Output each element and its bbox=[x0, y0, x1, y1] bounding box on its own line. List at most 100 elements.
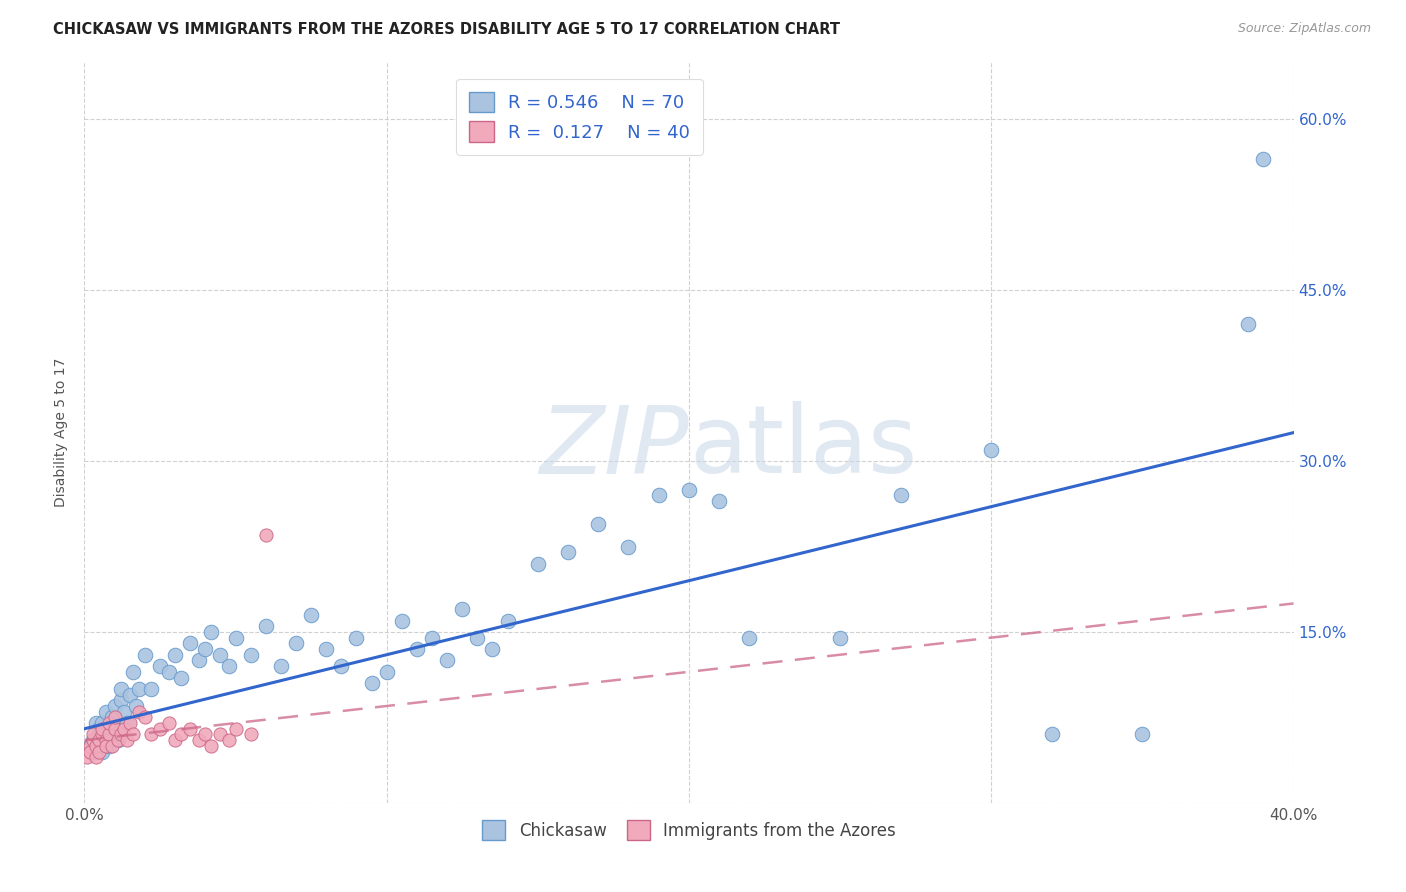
Point bbox=[200, 739, 222, 753]
Point bbox=[481, 642, 503, 657]
Point bbox=[112, 722, 135, 736]
Point bbox=[91, 727, 114, 741]
Point bbox=[170, 671, 193, 685]
Point bbox=[134, 710, 156, 724]
Point bbox=[86, 739, 108, 753]
Point bbox=[1130, 727, 1153, 741]
Y-axis label: Disability Age 5 to 17: Disability Age 5 to 17 bbox=[55, 358, 69, 508]
Point bbox=[115, 733, 138, 747]
Point bbox=[97, 716, 120, 731]
Point bbox=[139, 681, 162, 696]
Point bbox=[194, 642, 217, 657]
Point bbox=[170, 727, 193, 741]
Point bbox=[980, 442, 1002, 457]
Point bbox=[100, 710, 122, 724]
Point bbox=[118, 688, 141, 702]
Point bbox=[209, 648, 232, 662]
Point bbox=[134, 648, 156, 662]
Point bbox=[165, 648, 187, 662]
Point bbox=[375, 665, 398, 679]
Point bbox=[112, 705, 135, 719]
Point bbox=[107, 733, 129, 747]
Point bbox=[890, 488, 912, 502]
Point bbox=[830, 631, 852, 645]
Point bbox=[104, 698, 127, 713]
Point bbox=[149, 659, 172, 673]
Point bbox=[121, 665, 143, 679]
Point bbox=[128, 681, 150, 696]
Point bbox=[239, 648, 262, 662]
Point bbox=[179, 722, 201, 736]
Point bbox=[165, 733, 187, 747]
Point bbox=[709, 494, 731, 508]
Text: ZIP: ZIP bbox=[540, 402, 689, 493]
Point bbox=[89, 733, 111, 747]
Point bbox=[79, 745, 101, 759]
Point bbox=[157, 716, 180, 731]
Point bbox=[254, 528, 277, 542]
Point bbox=[648, 488, 671, 502]
Point bbox=[436, 653, 458, 667]
Point bbox=[188, 653, 211, 667]
Point bbox=[110, 681, 132, 696]
Point bbox=[200, 624, 222, 639]
Point bbox=[346, 631, 368, 645]
Point bbox=[1040, 727, 1063, 741]
Point bbox=[100, 739, 122, 753]
Point bbox=[270, 659, 292, 673]
Point bbox=[89, 722, 111, 736]
Point bbox=[209, 727, 232, 741]
Text: CHICKASAW VS IMMIGRANTS FROM THE AZORES DISABILITY AGE 5 TO 17 CORRELATION CHART: CHICKASAW VS IMMIGRANTS FROM THE AZORES … bbox=[53, 22, 841, 37]
Point bbox=[128, 705, 150, 719]
Point bbox=[239, 727, 262, 741]
Text: atlas: atlas bbox=[689, 401, 917, 493]
Point bbox=[76, 750, 98, 764]
Point bbox=[91, 722, 114, 736]
Point bbox=[330, 659, 353, 673]
Point bbox=[678, 483, 700, 497]
Point bbox=[139, 727, 162, 741]
Point bbox=[100, 727, 122, 741]
Point bbox=[97, 727, 120, 741]
Point bbox=[617, 540, 640, 554]
Point bbox=[218, 733, 240, 747]
Point bbox=[285, 636, 308, 650]
Point bbox=[451, 602, 474, 616]
Point bbox=[94, 705, 117, 719]
Point bbox=[79, 739, 101, 753]
Point bbox=[125, 698, 148, 713]
Point bbox=[91, 716, 114, 731]
Point bbox=[1237, 318, 1260, 332]
Point bbox=[91, 745, 114, 759]
Point bbox=[121, 727, 143, 741]
Point bbox=[315, 642, 337, 657]
Point bbox=[89, 733, 111, 747]
Point bbox=[104, 710, 127, 724]
Point bbox=[149, 722, 172, 736]
Point bbox=[118, 716, 141, 731]
Point bbox=[406, 642, 429, 657]
Point bbox=[588, 516, 610, 531]
Text: Source: ZipAtlas.com: Source: ZipAtlas.com bbox=[1237, 22, 1371, 36]
Point bbox=[86, 716, 108, 731]
Point bbox=[225, 631, 247, 645]
Point bbox=[104, 722, 127, 736]
Point bbox=[79, 739, 101, 753]
Point bbox=[86, 745, 108, 759]
Point bbox=[218, 659, 240, 673]
Point bbox=[496, 614, 519, 628]
Point bbox=[107, 733, 129, 747]
Point bbox=[82, 727, 104, 741]
Point bbox=[1253, 153, 1275, 167]
Point bbox=[179, 636, 201, 650]
Point bbox=[82, 733, 104, 747]
Point bbox=[89, 745, 111, 759]
Point bbox=[94, 739, 117, 753]
Point bbox=[225, 722, 247, 736]
Point bbox=[94, 727, 117, 741]
Point bbox=[738, 631, 761, 645]
Point bbox=[94, 733, 117, 747]
Point bbox=[360, 676, 382, 690]
Point bbox=[194, 727, 217, 741]
Point bbox=[82, 733, 104, 747]
